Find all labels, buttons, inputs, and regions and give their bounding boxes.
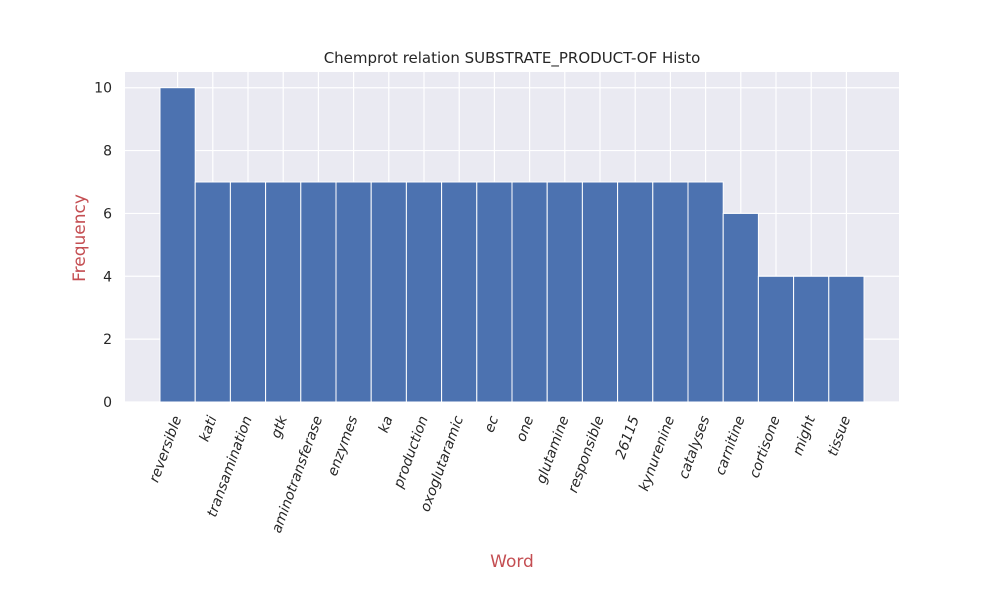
x-tick-label: carnitine <box>712 414 748 477</box>
chart-title: Chemprot relation SUBSTRATE_PRODUCT-OF H… <box>324 49 701 68</box>
bar-responsible <box>581 181 619 403</box>
x-tick-label: might <box>790 413 819 457</box>
bar-production <box>405 181 443 403</box>
x-tick-label: kati <box>197 414 221 444</box>
y-tick-label: 2 <box>103 332 112 348</box>
bar-might <box>793 275 830 403</box>
y-tick-label: 0 <box>103 395 112 411</box>
x-axis-label: Word <box>490 552 534 572</box>
x-tick-label: cortisone <box>747 414 784 480</box>
x-tick-label: 26115 <box>613 414 643 461</box>
x-tick-label: reversible <box>147 414 186 485</box>
x-tick-label: gtk <box>268 413 291 440</box>
x-tick-label: catalyses <box>676 414 714 481</box>
y-axis-label: Frequency <box>70 194 90 282</box>
x-tick-label: tissue <box>825 414 854 458</box>
bar-tissue <box>828 275 865 403</box>
y-tick-labels: 0 2 4 6 8 10 <box>94 81 112 411</box>
bar-carnitine <box>722 212 759 403</box>
bar-aminotransferase <box>300 181 337 403</box>
y-tick-label: 4 <box>103 269 112 285</box>
x-tick-label: one <box>513 414 537 444</box>
x-tick-label: ka <box>376 414 397 435</box>
bar-enzymes <box>335 181 372 403</box>
bar-ec <box>476 181 513 403</box>
bar-catalyses <box>687 181 724 403</box>
x-tick-label: kynurenine <box>636 414 678 493</box>
y-tick-label: 10 <box>94 81 112 97</box>
bar-reversible <box>159 87 196 403</box>
bar-gtk <box>265 181 302 403</box>
x-tick-label: glutamine <box>533 414 572 486</box>
bar-one <box>511 181 548 403</box>
bar-kynurenine <box>652 181 689 403</box>
x-tick-label: ec <box>482 414 503 435</box>
bar-transamination <box>229 181 267 403</box>
bar-kati <box>194 181 231 403</box>
y-tick-label: 8 <box>103 144 112 160</box>
bar-ka <box>370 181 407 403</box>
x-tick-label: responsible <box>565 414 608 495</box>
y-tick-label: 6 <box>103 206 112 222</box>
bar-oxoglutaramic <box>441 181 478 403</box>
x-tick-label: enzymes <box>325 414 361 478</box>
bar-glutamine <box>546 181 583 403</box>
bar-26115 <box>617 181 654 403</box>
x-tick-label: production <box>391 414 432 491</box>
bar-cortisone <box>757 275 795 403</box>
bars <box>159 87 865 403</box>
